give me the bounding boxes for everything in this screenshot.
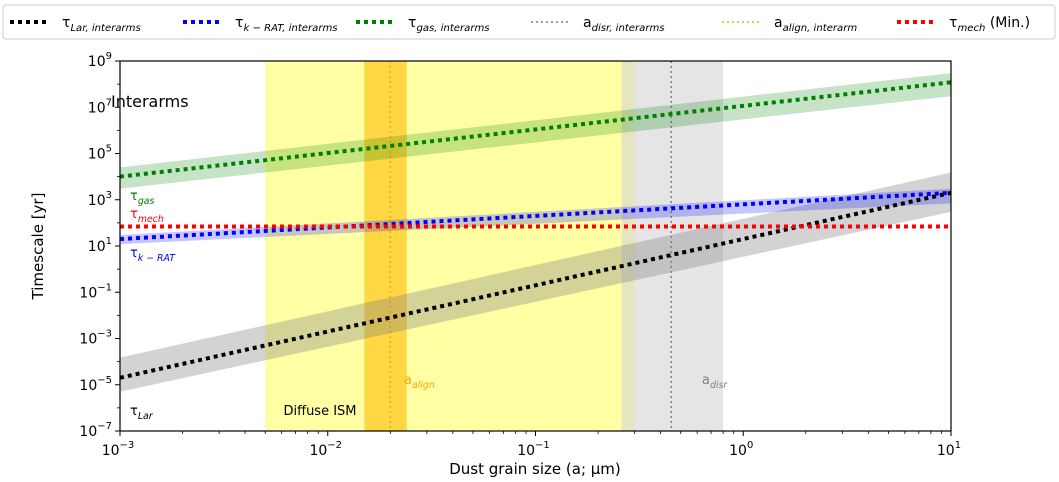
- legend-entry-label-symbol: τ: [235, 15, 243, 31]
- y-tick-exponent: 1: [106, 236, 112, 247]
- series-label-lar: τLar: [130, 404, 154, 422]
- x-tick-base: 10: [102, 443, 120, 459]
- x-tick-exponent: −2: [327, 440, 342, 451]
- region-label-disr-symbol: a: [702, 373, 710, 388]
- x-axis-ticks: 10−3 10−2 10−1 100 101: [102, 431, 961, 459]
- legend-entry-label-subscript: align, interarm: [783, 23, 858, 34]
- legend-entry-label-subscript: disr, interarms: [592, 23, 666, 34]
- y-tick-base: 10: [79, 378, 97, 394]
- region-label-disr-subscript: disr: [710, 380, 728, 391]
- legend-entry-label-symbol: τ: [62, 15, 70, 31]
- region-label-align: aalign: [404, 373, 435, 391]
- y-tick-label: 107: [88, 97, 112, 116]
- x-tick-base: 10: [937, 443, 955, 459]
- shaded-regions: [265, 61, 724, 431]
- y-tick-exponent: −7: [97, 421, 112, 432]
- legend-entry-label-symbol: a: [583, 15, 592, 31]
- legend-entry-label: τk − RAT, interarms: [235, 15, 338, 34]
- region-label-align-subscript: align: [412, 380, 435, 391]
- region-label-diffuse: Diffuse ISM: [283, 404, 356, 419]
- y-tick-exponent: 5: [106, 144, 112, 155]
- legend-entry-label-symbol: τ: [949, 15, 957, 31]
- series-label-mech-subscript: mech: [138, 214, 164, 225]
- region-label-disr: adisr: [702, 373, 728, 391]
- y-tick-base: 10: [88, 100, 106, 116]
- y-tick-base: 10: [88, 147, 106, 163]
- series-line-gas: [119, 80, 952, 179]
- region-align: [364, 61, 407, 431]
- series-label-krat: τk − RAT: [130, 246, 176, 264]
- x-tick-label: 10−3: [102, 440, 135, 459]
- legend-entry-label-subscript: gas, interarms: [416, 23, 490, 34]
- x-tick-exponent: 0: [747, 440, 753, 451]
- y-tick-base: 10: [88, 54, 106, 70]
- y-tick-label: 109: [88, 51, 112, 70]
- legend-entry-label-symbol: a: [774, 15, 783, 31]
- y-tick-base: 10: [88, 193, 106, 209]
- series-line-lar: [119, 190, 952, 380]
- y-tick-label: 105: [88, 144, 112, 163]
- x-tick-label: 10−2: [309, 440, 342, 459]
- x-tick-base: 10: [309, 443, 327, 459]
- legend-entry-label: τLar, interarms: [62, 15, 141, 34]
- x-tick-exponent: −1: [535, 440, 550, 451]
- y-tick-base: 10: [79, 332, 97, 348]
- series-label-gas-symbol: τ: [130, 189, 138, 204]
- y-tick-exponent: 7: [106, 97, 112, 108]
- legend-entry-label-subscript: Lar, interarms: [70, 23, 141, 34]
- panel-label: Interarms: [111, 92, 189, 111]
- y-tick-base: 10: [79, 285, 97, 301]
- y-tick-label: 103: [88, 190, 112, 209]
- y-tick-label: 10−3: [79, 329, 112, 348]
- x-tick-label: 100: [729, 440, 753, 459]
- y-tick-label: 10−5: [79, 375, 112, 394]
- x-tick-exponent: 1: [955, 440, 961, 451]
- x-tick-base: 10: [517, 443, 535, 459]
- series-line-krat: [119, 190, 952, 242]
- y-tick-exponent: 9: [106, 51, 112, 62]
- y-tick-exponent: 3: [106, 190, 112, 201]
- series-label-lar-subscript: Lar: [138, 411, 154, 422]
- band-lar: [120, 172, 951, 392]
- x-tick-label: 101: [937, 440, 961, 459]
- chart-legend: τLar, interarms τk − RAT, interarms τgas, …: [2, 4, 1056, 40]
- y-tick-exponent: −3: [97, 329, 112, 340]
- y-tick-label: 10−7: [79, 421, 112, 440]
- legend-entry-label-subscript: k − RAT, interarms: [243, 23, 338, 34]
- legend-entry-label: τmech (Min.): [949, 15, 1030, 34]
- region-label-align-symbol: a: [404, 373, 412, 388]
- region-diffuse: [265, 61, 635, 431]
- y-axis-label: Timescale [yr]: [29, 193, 47, 301]
- legend-entry-label-symbol: τ: [408, 15, 416, 31]
- legend-entry-label-suffix: (Min.): [985, 15, 1030, 31]
- y-tick-label: 10−1: [79, 282, 112, 301]
- y-tick-label: 101: [88, 236, 112, 255]
- legend-entry-label: aalign, interarm: [774, 15, 857, 34]
- y-tick-exponent: −1: [97, 282, 112, 293]
- y-tick-base: 10: [79, 424, 97, 440]
- x-tick-base: 10: [729, 443, 747, 459]
- series-label-lar-symbol: τ: [130, 404, 138, 419]
- x-axis-label: Dust grain size (a; μm): [449, 460, 621, 478]
- legend-entry-label-subscript: mech: [957, 23, 985, 34]
- y-tick-base: 10: [88, 239, 106, 255]
- legend-box: [2, 4, 1056, 40]
- series-label-mech-symbol: τ: [130, 207, 138, 222]
- legend-entry-label: τgas, interarms: [408, 15, 490, 34]
- series-label-gas-subscript: gas: [138, 196, 155, 207]
- series-lines: [119, 80, 952, 380]
- x-tick-label: 10−1: [517, 440, 550, 459]
- series-label-krat-subscript: k − RAT: [138, 253, 176, 264]
- series-label-gas: τgas: [130, 189, 154, 207]
- series-label-krat-symbol: τ: [130, 246, 138, 261]
- y-tick-exponent: −5: [97, 375, 112, 386]
- x-tick-exponent: −3: [120, 440, 135, 451]
- legend-entry-label: adisr, interarms: [583, 15, 665, 34]
- series-label-mech: τmech: [130, 207, 164, 225]
